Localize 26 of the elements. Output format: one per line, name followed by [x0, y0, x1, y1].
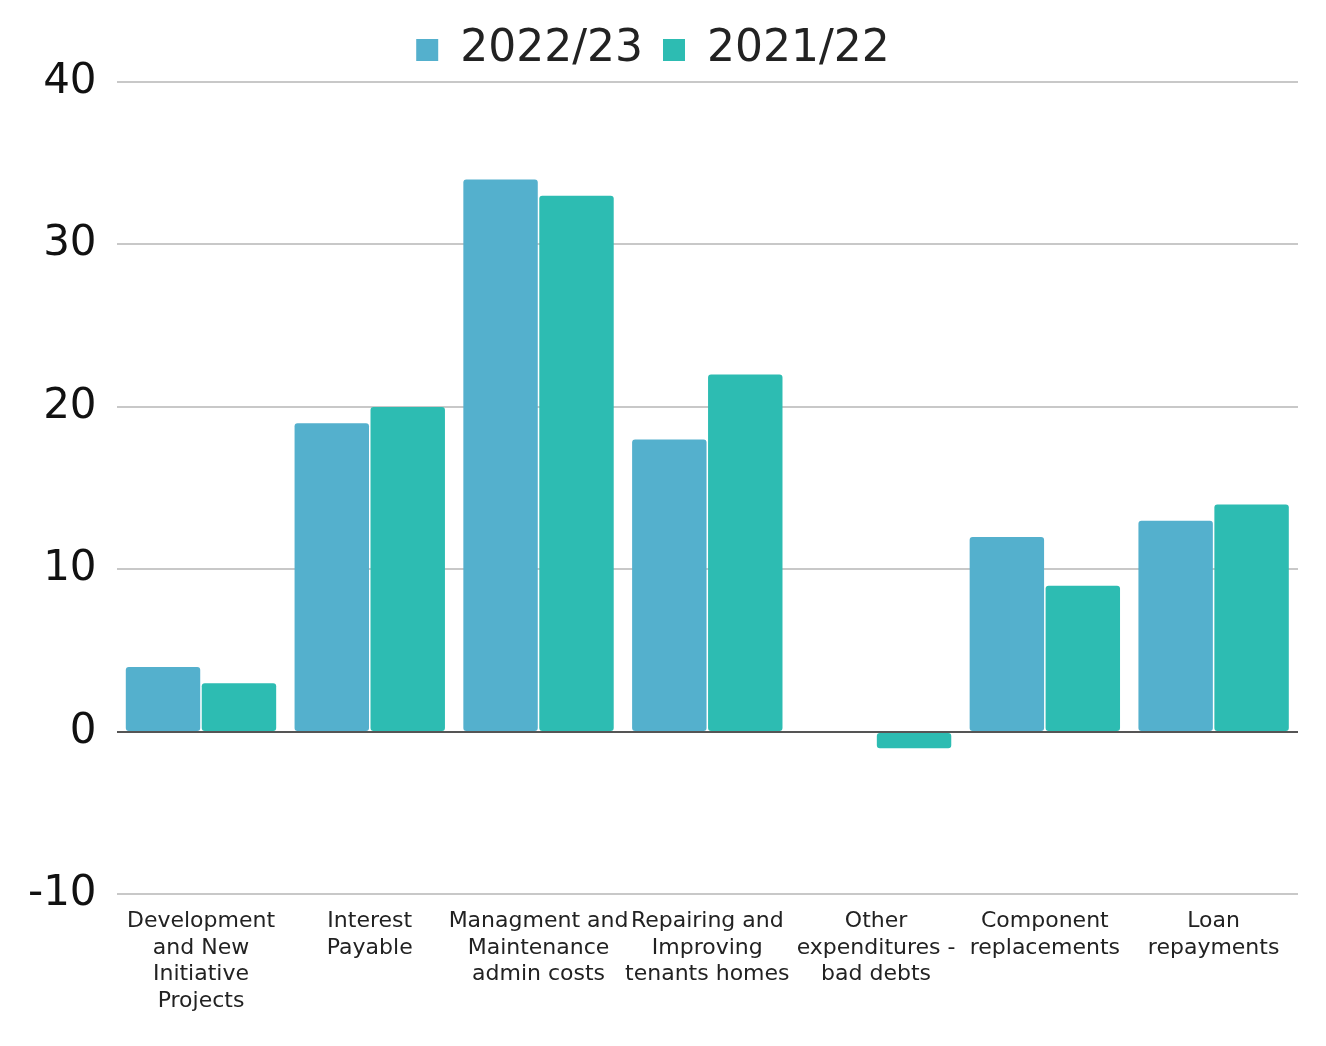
- legend-label: 2022/23: [460, 20, 644, 72]
- bar: [201, 683, 277, 731]
- y-tick-label: 40: [43, 53, 97, 103]
- bar: [969, 536, 1045, 731]
- y-tick-label: 30: [43, 216, 97, 266]
- x-tick-label: Development and New Initiative Projects: [126, 907, 276, 1012]
- bar: [708, 374, 783, 731]
- bar: [294, 423, 369, 731]
- x-tick-label: Interest Payable: [326, 907, 413, 959]
- bar: [370, 406, 445, 731]
- x-tick-label: Other expenditures - bad debts: [796, 907, 956, 986]
- bar: [125, 666, 201, 731]
- legend-label: 2021/22: [707, 20, 890, 72]
- bar: [539, 195, 614, 731]
- y-tick-label: 0: [69, 703, 97, 753]
- x-tick-label: Loan repayments: [1147, 907, 1280, 959]
- bar: [1045, 585, 1121, 731]
- bar: [632, 439, 707, 731]
- bar: [463, 179, 538, 731]
- y-tick-label: 10: [43, 541, 97, 591]
- y-tick-label: 20: [43, 378, 97, 428]
- bar: [876, 732, 952, 749]
- bar: [1214, 504, 1289, 731]
- y-tick-label: -10: [27, 866, 97, 916]
- x-tick-label: Component replacements: [969, 907, 1120, 959]
- bar: [1138, 520, 1213, 731]
